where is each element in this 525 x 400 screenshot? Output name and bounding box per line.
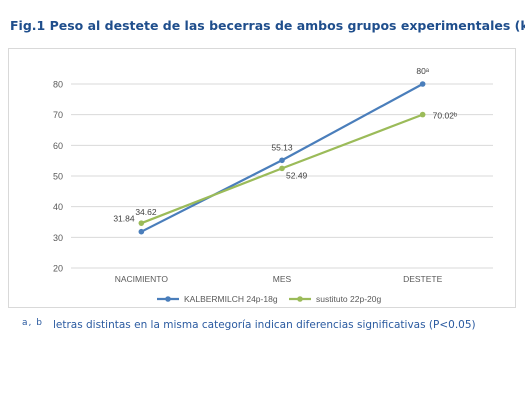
legend-marker-0 xyxy=(165,296,171,302)
data-label-s1-1: 52.49 xyxy=(286,170,308,180)
line-chart: 20 30 40 50 60 70 80 NACIMIENTO MES DESTETE 31.84 5… xyxy=(53,66,493,304)
data-label-s0-1: 55.13 xyxy=(271,142,293,152)
figure-title: Fig.1 Peso al destete de las becerras de… xyxy=(10,18,525,33)
y-tick-label-70: 70 xyxy=(53,110,63,120)
footnote: a, b letras distintas en la misma categor… xyxy=(22,318,476,331)
data-label-s1-0: 34.62 xyxy=(135,207,157,217)
y-tick-label-30: 30 xyxy=(53,233,63,243)
y-tick-label-60: 60 xyxy=(53,141,63,151)
data-point-s1-1 xyxy=(279,165,285,172)
legend-marker-1 xyxy=(297,296,303,302)
chart-frame: 20 30 40 50 60 70 80 NACIMIENTO MES DESTETE 31.84 5… xyxy=(8,48,516,308)
data-point-s1-0 xyxy=(138,220,145,226)
footnote-marks: a, b xyxy=(22,318,43,328)
data-point-s1-2 xyxy=(419,111,426,118)
x-tick-label-nacimiento: NACIMIENTO xyxy=(115,274,169,284)
footnote-text: letras distintas en la misma categoría i… xyxy=(52,319,476,331)
x-tick-label-destete: DESTETE xyxy=(403,274,443,284)
data-label-s0-2: 80ᵃ xyxy=(416,66,429,76)
data-label-s0-0: 31.84 xyxy=(113,214,135,224)
y-tick-label-20: 20 xyxy=(53,264,63,274)
x-tick-label-mes: MES xyxy=(273,274,292,284)
legend-label-1: sustituto 22p-20g xyxy=(316,294,381,304)
legend-label-0: KALBERMILCH 24p-18g xyxy=(184,294,278,304)
y-tick-label-40: 40 xyxy=(53,202,63,212)
data-point-s0-0 xyxy=(138,228,145,235)
data-point-s0-1 xyxy=(279,157,285,164)
y-tick-label-80: 80 xyxy=(53,80,63,90)
data-point-s0-2 xyxy=(419,81,426,87)
data-label-s1-2: 70.02ᵇ xyxy=(433,111,457,121)
y-tick-label-50: 50 xyxy=(53,172,63,182)
